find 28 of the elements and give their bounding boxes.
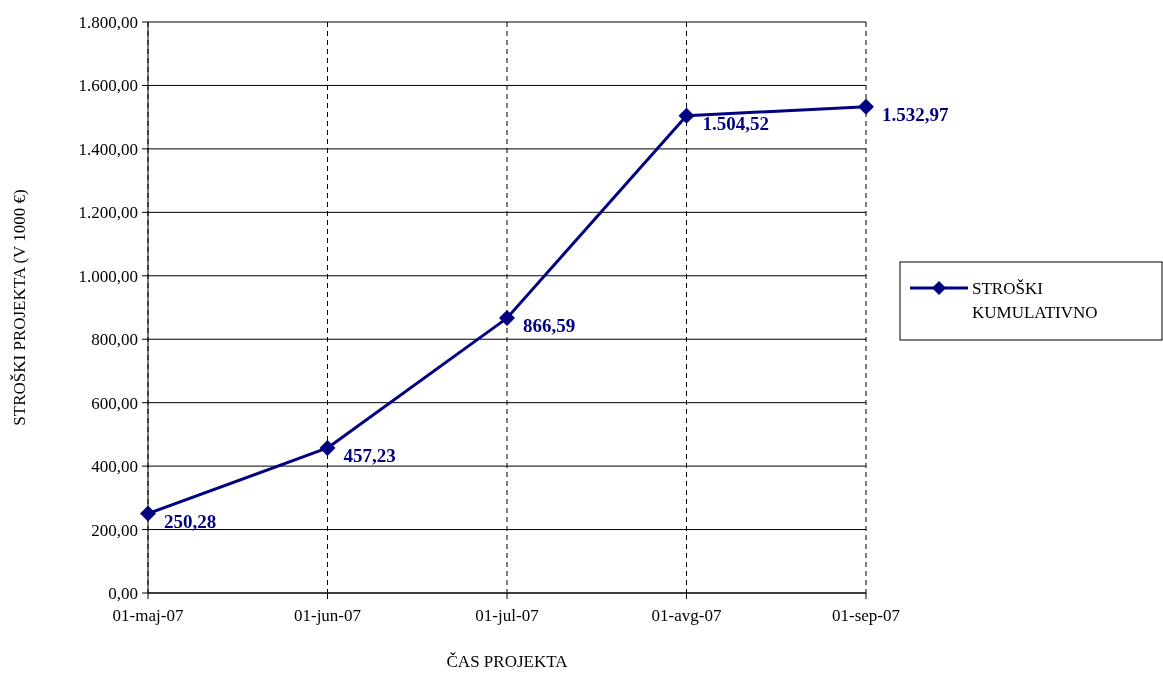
y-tick-label: 1.800,00 [78,12,138,32]
data-label: 250,28 [164,510,217,532]
y-tick-label: 600,00 [91,393,138,413]
x-tick-label: 01-avg-07 [651,606,722,625]
x-tick-label: 01-maj-07 [112,606,184,625]
point [499,310,515,327]
y-tick-label: 200,00 [91,520,138,540]
data-label: 457,23 [343,444,396,466]
y-tick-label: 1.200,00 [78,203,138,223]
y-tick-label: 1.000,00 [78,266,138,286]
x-tick-label: 01-sep-07 [832,606,901,625]
y-tick-label: 1.400,00 [78,139,138,159]
y-tick-label: 0,00 [108,583,138,603]
y-tick-label: 1.600,00 [78,76,138,96]
x-axis-title: ČAS PROJEKTA [446,652,569,671]
data-label: 1.532,97 [882,103,949,125]
legend-label: STROŠKI KUMULATIVNO [972,278,1098,322]
point [140,505,156,522]
y-axis-title: STROŠKI PROJEKTA (V 1000 €) [10,189,29,426]
point [678,107,695,124]
data-label: 1.504,52 [702,112,769,134]
data-label: 866,59 [523,315,576,337]
point [858,98,874,115]
point [319,439,336,456]
x-tick-label: 01-jun-07 [293,606,362,625]
y-tick-label: 400,00 [91,457,138,477]
x-tick-label: 01-jul-07 [475,606,540,625]
y-tick-label: 800,00 [91,330,138,350]
